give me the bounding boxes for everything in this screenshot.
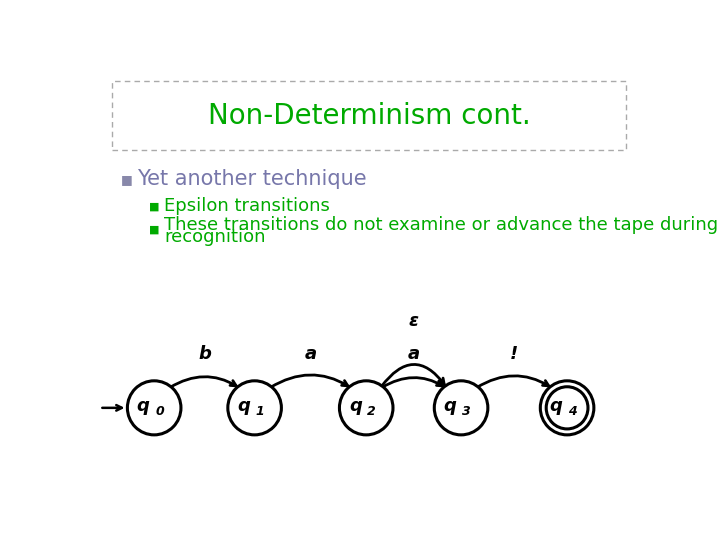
Text: ■: ■ bbox=[121, 173, 132, 186]
Text: ε: ε bbox=[409, 312, 418, 329]
Text: 4: 4 bbox=[568, 406, 577, 419]
Text: q: q bbox=[349, 397, 361, 415]
Ellipse shape bbox=[127, 381, 181, 435]
Text: Epsilon transitions: Epsilon transitions bbox=[164, 197, 330, 215]
FancyBboxPatch shape bbox=[112, 82, 626, 150]
Ellipse shape bbox=[228, 381, 282, 435]
Ellipse shape bbox=[339, 381, 393, 435]
Text: 2: 2 bbox=[367, 406, 376, 419]
Text: q: q bbox=[444, 397, 456, 415]
Text: q: q bbox=[137, 397, 150, 415]
Text: 1: 1 bbox=[256, 406, 264, 419]
Ellipse shape bbox=[546, 387, 588, 429]
Text: 3: 3 bbox=[462, 406, 471, 419]
Ellipse shape bbox=[540, 381, 594, 435]
Text: a: a bbox=[305, 345, 317, 363]
Text: Yet another technique: Yet another technique bbox=[138, 169, 367, 189]
Text: q: q bbox=[550, 397, 562, 415]
Text: Non-Determinism cont.: Non-Determinism cont. bbox=[207, 102, 531, 130]
Text: ■: ■ bbox=[148, 201, 159, 211]
Text: 0: 0 bbox=[156, 406, 164, 419]
Text: a: a bbox=[408, 345, 420, 363]
Text: These transitions do not examine or advance the tape during: These transitions do not examine or adva… bbox=[164, 216, 719, 234]
Text: b: b bbox=[198, 345, 211, 363]
Text: q: q bbox=[238, 397, 250, 415]
Ellipse shape bbox=[434, 381, 488, 435]
Text: ■: ■ bbox=[148, 225, 159, 235]
Text: recognition: recognition bbox=[164, 228, 266, 246]
Text: !: ! bbox=[510, 345, 518, 363]
